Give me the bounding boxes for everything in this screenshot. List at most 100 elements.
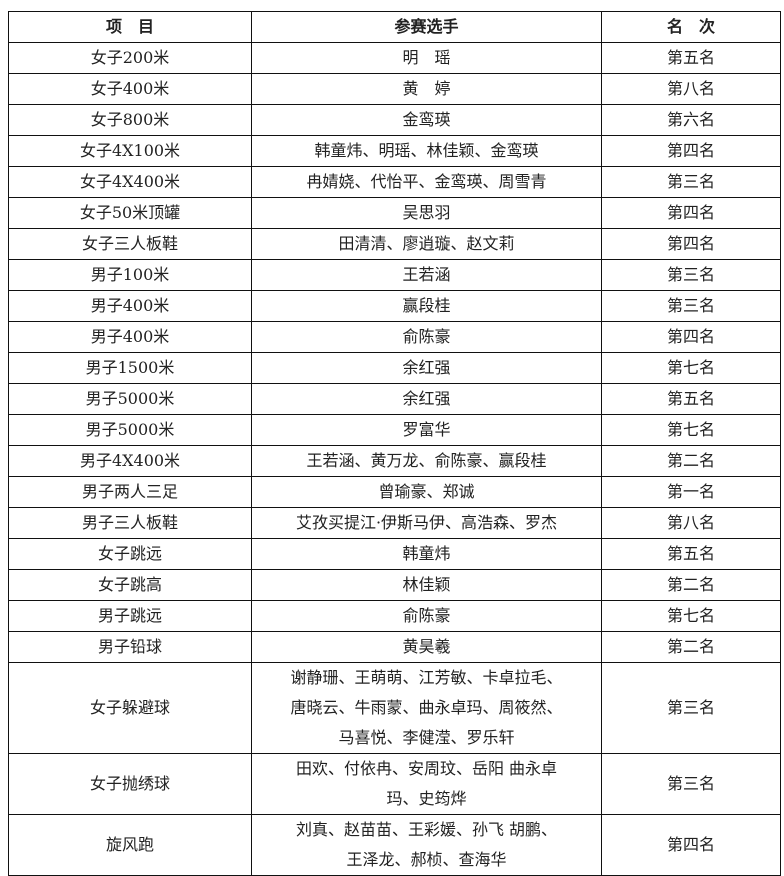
table-row: 男子4X400米 王若涵、黄万龙、俞陈豪、赢段桂 第二名	[8, 445, 781, 477]
rank-cell: 第三名	[601, 290, 781, 322]
event-cell: 男子铅球	[8, 631, 252, 663]
players-line: 冉婧娆、代怡平、金鸾瑛、周雪青	[306, 172, 547, 191]
rank-cell: 第三名	[601, 753, 781, 815]
players-cell: 林佳颖	[251, 569, 602, 601]
event-cell: 旋风跑	[8, 814, 252, 876]
rank-cell: 第二名	[601, 631, 781, 663]
players-cell: 艾孜买提江·伊斯马伊、高浩森、罗杰	[251, 507, 602, 539]
rank-cell: 第四名	[601, 135, 781, 167]
event-cell: 女子400米	[8, 73, 252, 105]
table-body: 女子200米明 瑶第五名 女子400米黄 婷第八名 女子800米 金鸾瑛 第六名 女子4X…	[8, 42, 781, 876]
event-cell: 女子三人板鞋	[8, 228, 252, 260]
players-line: 田清清、廖逍璇、赵文莉	[338, 234, 515, 253]
table-row: 男子5000米 罗富华 第七名	[8, 414, 781, 446]
players-cell: 田清清、廖逍璇、赵文莉	[251, 228, 602, 260]
event-cell: 男子5000米	[8, 414, 252, 446]
players-line: 曾瑜豪、郑诚	[378, 482, 475, 501]
players-cell: 俞陈豪	[251, 600, 602, 632]
table-row: 男子400米 俞陈豪 第四名	[8, 321, 781, 353]
rank-cell: 第七名	[601, 600, 781, 632]
players-line: 唐晓云、牛雨蒙、曲永卓玛、周筱然、	[290, 698, 563, 717]
rank-cell: 第二名	[601, 569, 781, 601]
players-cell: 罗富华	[251, 414, 602, 446]
table-row: 男子5000米 余红强 第五名	[8, 383, 781, 415]
event-cell: 女子4X400米	[8, 166, 252, 198]
players-line: 吴思羽	[402, 203, 451, 222]
players-cell: 黄 婷	[251, 73, 602, 105]
players-line: 王若涵	[402, 265, 451, 284]
rank-cell: 第三名	[601, 259, 781, 291]
table-row: 女子跳远 韩童炜 第五名	[8, 538, 781, 570]
rank-cell: 第七名	[601, 352, 781, 384]
event-cell: 男子跳远	[8, 600, 252, 632]
table-row: 女子抛绣球 田欢、付依冉、安周玟、岳阳 曲永卓 玛、史筠烨 第三名	[8, 753, 781, 815]
table-row: 女子400米 黄 婷 第八名	[8, 73, 781, 105]
event-cell: 男子1500米	[8, 352, 252, 384]
event-cell: 男子三人板鞋	[8, 507, 252, 539]
event-cell: 女子躲避球	[8, 662, 252, 754]
players-line: 韩童炜、明瑶、林佳颖、金鸾瑛	[314, 141, 539, 160]
players-line: 黄 婷	[402, 79, 451, 98]
event-cell: 女子200米	[8, 42, 252, 74]
rank-cell: 第八名	[601, 73, 781, 105]
rank-cell: 第五名	[601, 42, 781, 74]
players-cell: 俞陈豪	[251, 321, 602, 353]
header-rank: 名 次	[601, 11, 781, 43]
rank-cell: 第六名	[601, 104, 781, 136]
players-line: 谢静珊、王萌萌、江芳敏、卡卓拉毛、	[290, 668, 563, 687]
event-cell: 男子4X400米	[8, 445, 252, 477]
players-line: 林佳颖	[402, 575, 451, 594]
header-row: 项 目 参赛选手 名 次	[8, 11, 781, 43]
rank-cell: 第二名	[601, 445, 781, 477]
players-line: 刘真、赵苗苗、王彩媛、孙飞 胡鹏、	[295, 820, 558, 839]
players-line: 田欢、付依冉、安周玟、岳阳 曲永卓	[295, 759, 558, 778]
players-line: 余红强	[402, 358, 451, 377]
players-line: 俞陈豪	[402, 327, 451, 346]
event-cell: 男子400米	[8, 321, 252, 353]
rank-cell: 第四名	[601, 321, 781, 353]
event-cell: 女子抛绣球	[8, 753, 252, 815]
table-row: 女子800米 金鸾瑛 第六名	[8, 104, 781, 136]
table-row: 男子三人板鞋 艾孜买提江·伊斯马伊、高浩森、罗杰 第八名	[8, 507, 781, 539]
rank-cell: 第三名	[601, 166, 781, 198]
players-cell: 余红强	[251, 352, 602, 384]
table-row: 男子1500米 余红强 第七名	[8, 352, 781, 384]
table-row: 女子跳高 林佳颖 第二名	[8, 569, 781, 601]
players-cell: 韩童炜	[251, 538, 602, 570]
table-row: 女子4X100米 韩童炜、明瑶、林佳颖、金鸾瑛 第四名	[8, 135, 781, 167]
event-cell: 男子5000米	[8, 383, 252, 415]
players-cell: 王若涵、黄万龙、俞陈豪、赢段桂	[251, 445, 602, 477]
players-line: 金鸾瑛	[402, 110, 451, 129]
players-cell: 韩童炜、明瑶、林佳颖、金鸾瑛	[251, 135, 602, 167]
event-cell: 男子100米	[8, 259, 252, 291]
rank-cell: 第五名	[601, 538, 781, 570]
players-cell: 谢静珊、王萌萌、江芳敏、卡卓拉毛、 唐晓云、牛雨蒙、曲永卓玛、周筱然、 马喜悦、李健…	[251, 662, 602, 754]
players-line: 王若涵、黄万龙、俞陈豪、赢段桂	[306, 451, 547, 470]
players-line: 王泽龙、郝桢、查海华	[346, 850, 507, 869]
table-row: 女子三人板鞋 田清清、廖逍璇、赵文莉 第四名	[8, 228, 781, 260]
players-cell: 明 瑶	[251, 42, 602, 74]
rank-cell: 第三名	[601, 662, 781, 754]
players-cell: 赢段桂	[251, 290, 602, 322]
event-cell: 女子跳高	[8, 569, 252, 601]
players-line: 黄昊羲	[402, 637, 451, 656]
players-line: 余红强	[402, 389, 451, 408]
players-cell: 刘真、赵苗苗、王彩媛、孙飞 胡鹏、 王泽龙、郝桢、查海华	[251, 814, 602, 876]
event-cell: 女子50米顶罐	[8, 197, 252, 229]
table-row: 男子两人三足 曾瑜豪、郑诚 第一名	[8, 476, 781, 508]
players-cell: 冉婧娆、代怡平、金鸾瑛、周雪青	[251, 166, 602, 198]
players-line: 韩童炜	[402, 544, 451, 563]
table-row: 女子200米 明 瑶 第五名	[8, 42, 781, 74]
rank-cell: 第七名	[601, 414, 781, 446]
players-cell: 金鸾瑛	[251, 104, 602, 136]
rank-cell: 第一名	[601, 476, 781, 508]
players-cell: 王若涵	[251, 259, 602, 291]
table-row: 女子4X400米 冉婧娆、代怡平、金鸾瑛、周雪青 第三名	[8, 166, 781, 198]
rank-cell: 第四名	[601, 197, 781, 229]
players-line: 赢段桂	[402, 296, 451, 315]
players-line: 明 瑶	[402, 48, 451, 67]
players-cell: 余红强	[251, 383, 602, 415]
table-row: 男子100米 王若涵 第三名	[8, 259, 781, 291]
table-row: 女子50米顶罐 吴思羽 第四名	[8, 197, 781, 229]
rank-cell: 第四名	[601, 814, 781, 876]
